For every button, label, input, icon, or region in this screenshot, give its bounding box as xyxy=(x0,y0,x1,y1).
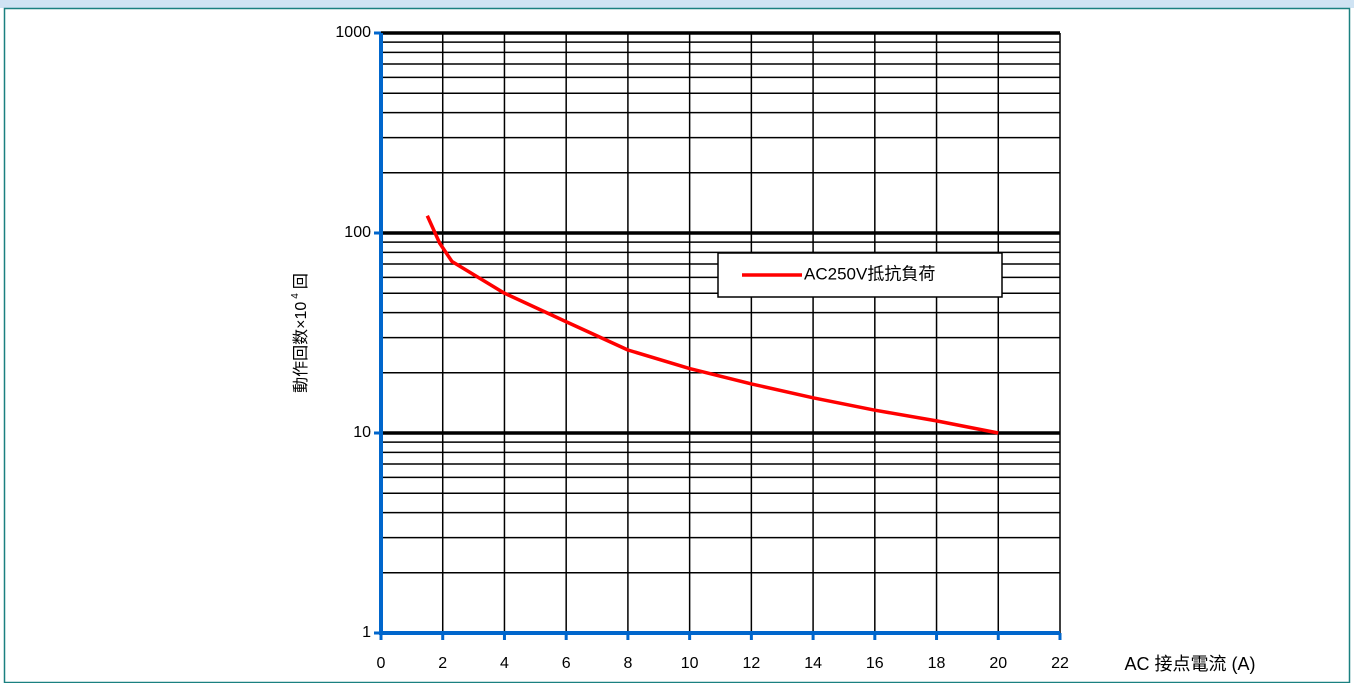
x-tick-label: 18 xyxy=(928,655,946,672)
panel-border xyxy=(3,7,1351,683)
y-tick-label: 1 xyxy=(362,624,371,641)
x-tick-label: 20 xyxy=(989,655,1007,672)
x-axis-label: AC 接点電流 (A) xyxy=(1124,654,1255,674)
y-tick-label: 10 xyxy=(353,424,371,441)
x-tick-label: 12 xyxy=(742,655,760,672)
x-tick-label: 22 xyxy=(1051,655,1069,672)
y-tick-label: 100 xyxy=(344,224,371,241)
x-tick-label: 14 xyxy=(804,655,822,672)
y-label-text: 動作回数×10 xyxy=(292,302,310,393)
x-tick-label: 10 xyxy=(681,655,699,672)
y-label-suffix: 回 xyxy=(293,273,310,289)
x-tick-label: 16 xyxy=(866,655,884,672)
data-line xyxy=(425,215,999,435)
x-tick-label: 6 xyxy=(562,655,571,672)
y-label-superscript: 4 xyxy=(290,293,301,299)
header-strip xyxy=(0,0,1354,8)
y-tick-label: 1000 xyxy=(335,24,371,41)
x-tick-label: 0 xyxy=(377,655,386,672)
x-tick-label: 2 xyxy=(438,655,447,672)
legend-label: AC250V抵抗負荷 xyxy=(804,264,935,283)
x-tick-label: 8 xyxy=(623,655,632,672)
y-axis-label: 動作回数×10 4 回 xyxy=(290,273,311,393)
x-tick-label: 4 xyxy=(500,655,509,672)
